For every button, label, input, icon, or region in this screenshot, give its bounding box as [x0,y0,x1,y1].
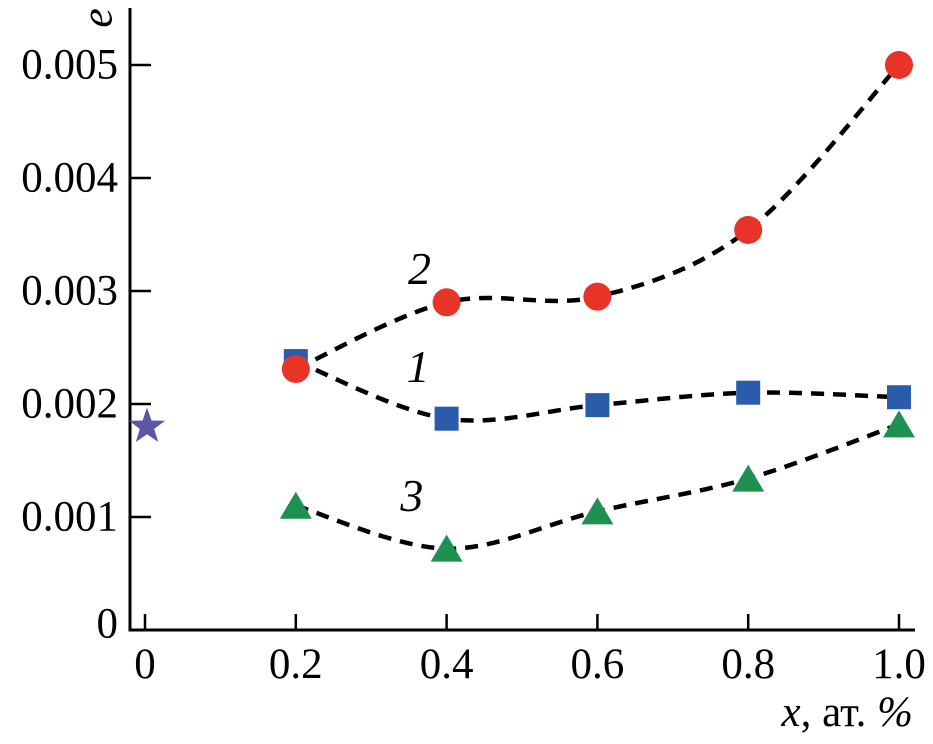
series-3-curve [295,422,900,551]
series-3-marker [430,534,463,562]
x-tick-label: 0.6 [571,641,625,688]
y-tick-label: 0.003 [21,268,118,315]
x-tick-label: 1.0 [872,641,926,688]
x-tick-label: 0.8 [721,641,775,688]
x-tick-label: 0.4 [420,641,474,688]
y-tick-label: 0.001 [21,494,118,541]
x-tick-label: 0 [134,641,156,688]
series-1-marker [736,380,761,405]
y-tick-label: 0 [97,601,119,648]
series-3-marker [732,464,765,492]
y-tick-label: 0.004 [21,155,118,202]
series-1-marker [887,385,911,410]
y-tick-label: 0.002 [21,381,118,428]
curve-label-1: 1 [406,341,429,392]
series-2-marker [734,215,763,244]
series-2-marker [281,354,310,383]
series-2-curve [294,63,901,372]
y-tick-label: 0.005 [21,42,118,89]
series-3-marker [279,491,312,519]
x-tick-label: 0.2 [269,641,323,688]
curve-label-3: 3 [399,470,423,521]
series-2-marker [432,288,461,317]
series-2-marker [885,51,913,79]
curve-label-2: 2 [408,243,431,294]
x-axis-title: x, ат. % [781,689,913,736]
series-1-marker [585,393,610,418]
y-axis-title: e [73,8,122,28]
series-1-marker [434,406,459,431]
series-2-marker [583,282,612,311]
series-3-marker [883,410,915,438]
reference-star-marker [128,407,166,442]
series-3-marker [581,497,614,525]
